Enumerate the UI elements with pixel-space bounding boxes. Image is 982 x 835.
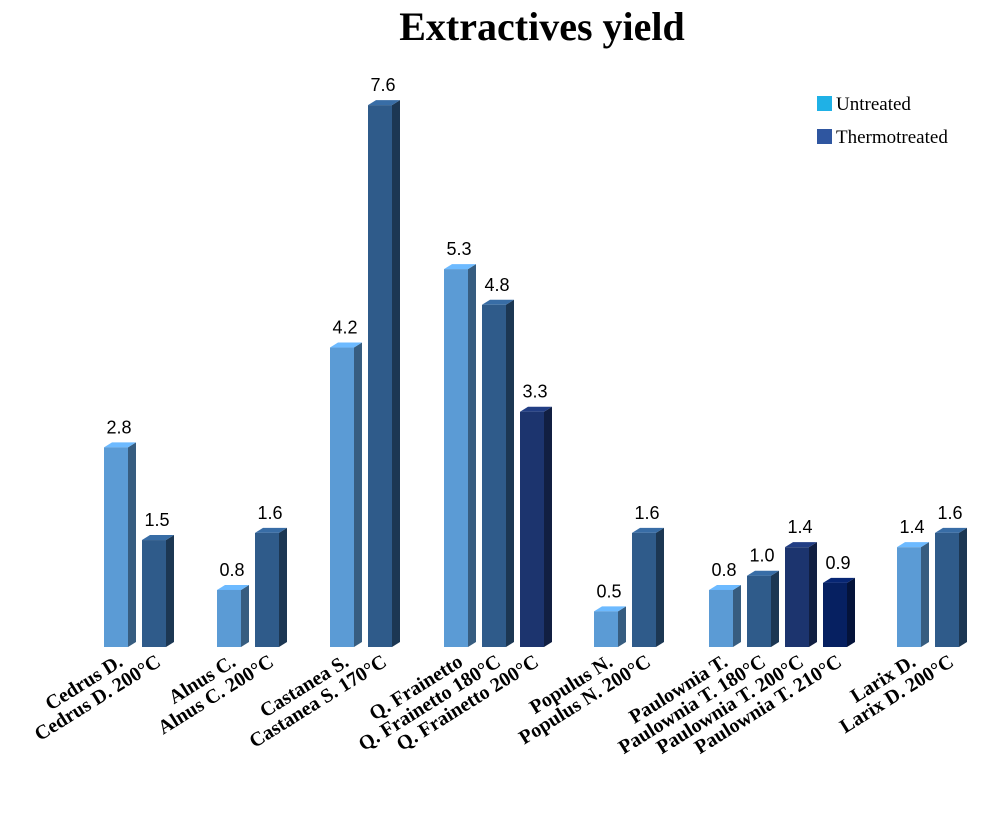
bar-top: [104, 442, 136, 448]
bar-front: [747, 575, 771, 647]
bar-front: [104, 447, 128, 647]
data-label: 1.4: [787, 517, 812, 537]
bar-side: [733, 584, 741, 647]
data-label: 2.8: [106, 417, 131, 437]
bar-side: [847, 577, 855, 647]
data-label: 0.9: [825, 553, 850, 573]
bar-front: [330, 347, 354, 647]
legend-label-untreated: Untreated: [836, 94, 911, 115]
bar-top: [747, 570, 779, 576]
chart-title: Extractives yield: [399, 4, 685, 49]
bar-front: [897, 547, 921, 647]
bar-top: [142, 535, 174, 541]
bar: [632, 527, 664, 647]
bar-side: [618, 606, 626, 647]
data-label: 0.5: [596, 581, 621, 601]
data-label: 5.3: [446, 239, 471, 259]
bar-side: [241, 584, 249, 647]
legend: Untreated Thermotreated: [817, 94, 948, 148]
bar: [594, 606, 626, 647]
bar-side: [921, 542, 929, 647]
bar-top: [785, 542, 817, 548]
bar-front: [709, 589, 733, 647]
data-label: 4.2: [332, 318, 357, 338]
data-label: 3.3: [522, 382, 547, 402]
bar: [255, 527, 287, 647]
bar: [330, 342, 362, 647]
bar: [368, 100, 400, 648]
bar-side: [354, 342, 362, 647]
bar-top: [217, 584, 249, 590]
legend-label-thermotreated: Thermotreated: [836, 127, 948, 148]
bar-top: [897, 542, 929, 548]
bar-side: [128, 442, 136, 647]
bar-front: [520, 411, 544, 647]
bar-side: [468, 264, 476, 647]
bar-side: [771, 570, 779, 647]
bar: [823, 577, 855, 647]
bar: [217, 584, 249, 647]
bar-top: [709, 584, 741, 590]
bar: [142, 535, 174, 647]
bar-side: [544, 406, 552, 647]
data-label: 0.8: [711, 560, 736, 580]
bar-side: [392, 100, 400, 648]
bar-front: [142, 540, 166, 647]
data-label: 4.8: [484, 275, 509, 295]
bar: [785, 542, 817, 647]
bar-top: [935, 527, 967, 533]
bar-top: [520, 406, 552, 412]
bar: [482, 299, 514, 647]
bar: [104, 442, 136, 647]
bar: [709, 584, 741, 647]
bar: [897, 542, 929, 647]
bar: [747, 570, 779, 647]
bar-side: [959, 527, 967, 647]
data-label: 1.5: [144, 510, 169, 530]
bar-front: [255, 532, 279, 647]
bar-top: [444, 264, 476, 270]
bar-front: [785, 547, 809, 647]
bar-top: [632, 527, 664, 533]
bar-front: [594, 611, 618, 647]
data-label: 1.6: [937, 503, 962, 523]
data-label: 7.6: [370, 75, 395, 95]
bar-side: [809, 542, 817, 647]
bar-front: [217, 589, 241, 647]
bar-top: [330, 342, 362, 348]
bar-top: [823, 577, 855, 583]
bar-side: [506, 299, 514, 647]
bar: [935, 527, 967, 647]
legend-swatch-thermotreated: [817, 129, 832, 144]
bar-top: [594, 606, 626, 612]
bar-front: [823, 582, 847, 647]
bar-front: [368, 105, 392, 648]
data-label: 1.4: [899, 517, 924, 537]
legend-swatch-untreated: [817, 96, 832, 111]
bar-side: [279, 527, 287, 647]
bar-front: [935, 532, 959, 647]
bar-top: [482, 299, 514, 305]
data-label: 1.0: [749, 546, 774, 566]
bar-front: [632, 532, 656, 647]
data-label: 1.6: [634, 503, 659, 523]
bar: [444, 264, 476, 647]
bar-side: [166, 535, 174, 647]
bar-top: [368, 100, 400, 106]
bars-layer: [104, 100, 967, 648]
data-label: 0.8: [219, 560, 244, 580]
bar-front: [444, 269, 468, 647]
bar-top: [255, 527, 287, 533]
bar-front: [482, 304, 506, 647]
data-label: 1.6: [257, 503, 282, 523]
bar-side: [656, 527, 664, 647]
bar: [520, 406, 552, 647]
